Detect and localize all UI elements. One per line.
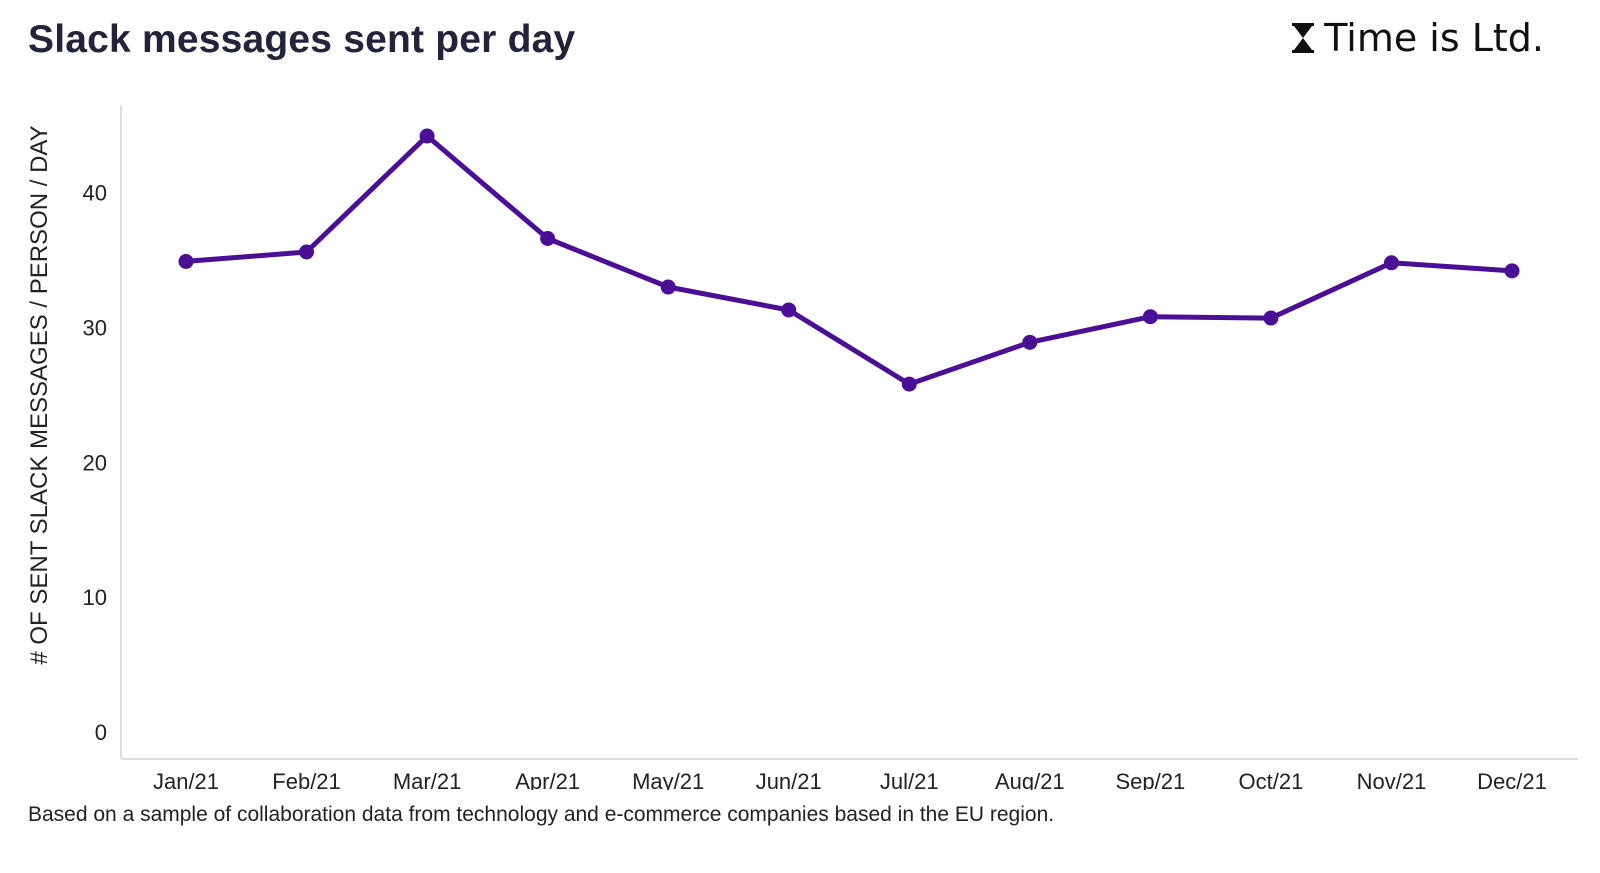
data-point [540, 230, 556, 246]
y-tick-label: 20 [83, 450, 107, 475]
y-tick-label: 40 [83, 181, 107, 206]
data-point [1142, 309, 1158, 325]
data-point [1263, 310, 1279, 326]
chart-title: Slack messages sent per day [28, 18, 576, 61]
data-point [1383, 255, 1399, 271]
y-tick-label: 30 [83, 315, 107, 340]
data-point [419, 128, 435, 144]
x-tick-label: Sep/21 [1115, 769, 1185, 790]
footnote: Based on a sample of collaboration data … [28, 803, 1055, 826]
y-axis-title-group: # OF SENT SLACK MESSAGES / PERSON / DAY [26, 125, 53, 664]
data-point [901, 376, 917, 392]
brand-name: Time is Ltd. [1324, 16, 1544, 60]
x-tick-label: Jul/21 [880, 769, 939, 790]
y-tick-labels: 0 10 20 30 40 [83, 181, 107, 745]
y-tick-label: 0 [95, 720, 107, 745]
x-tick-label: Apr/21 [515, 769, 580, 790]
hourglass-icon [1292, 23, 1315, 53]
y-axis-title: # OF SENT SLACK MESSAGES / PERSON / DAY [26, 125, 53, 664]
series-line [183, 133, 1515, 387]
x-tick-label: Feb/21 [272, 769, 341, 790]
x-tick-label: May/21 [632, 769, 704, 790]
y-tick-label: 10 [83, 585, 107, 610]
x-tick-label: Dec/21 [1477, 769, 1547, 790]
data-point [178, 253, 194, 269]
data-point [660, 279, 676, 295]
data-point [299, 244, 315, 260]
x-tick-label: Jun/21 [756, 769, 822, 790]
x-tick-label: Oct/21 [1239, 769, 1304, 790]
line-chart: # OF SENT SLACK MESSAGES / PERSON / DAY … [26, 105, 1578, 790]
data-point [781, 302, 797, 318]
x-tick-label: Mar/21 [393, 769, 461, 790]
x-tick-label: Jan/21 [153, 769, 219, 790]
brand-logo: Time is Ltd. [1292, 16, 1544, 60]
x-tick-labels: Jan/21 Feb/21 Mar/21 Apr/21 May/21 Jun/21 Jul/… [153, 769, 1547, 790]
data-points [178, 128, 1520, 392]
data-point [1022, 334, 1038, 350]
data-point [1504, 263, 1520, 279]
x-tick-label: Aug/21 [995, 769, 1065, 790]
x-tick-label: Nov/21 [1357, 769, 1427, 790]
